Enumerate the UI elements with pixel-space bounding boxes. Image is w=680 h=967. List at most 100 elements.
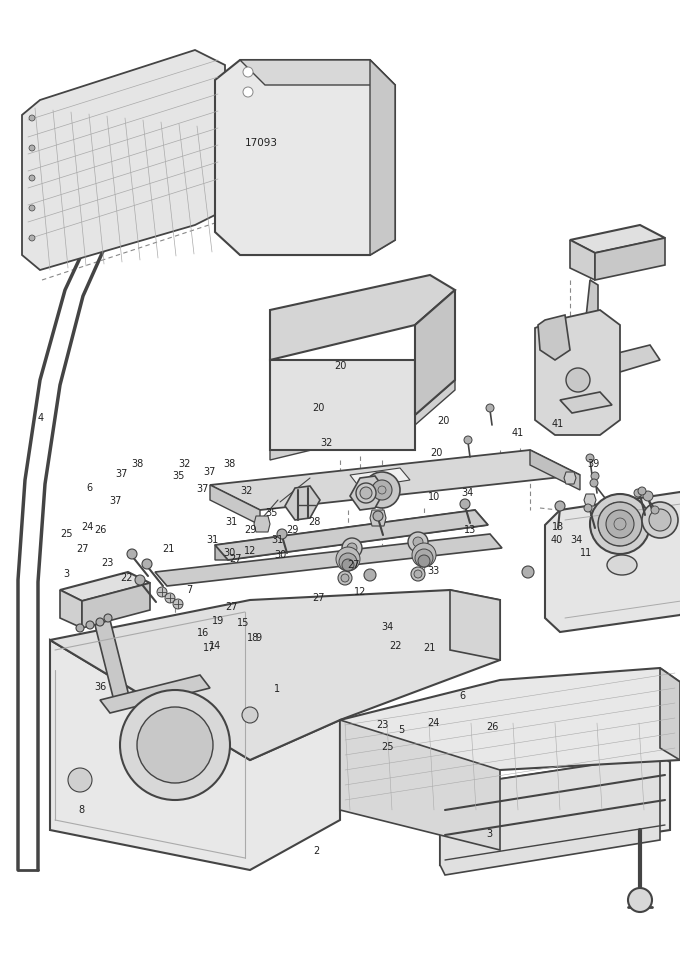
Polygon shape bbox=[50, 590, 500, 760]
Polygon shape bbox=[340, 668, 680, 810]
Polygon shape bbox=[560, 392, 612, 413]
Text: 34: 34 bbox=[381, 622, 394, 631]
Circle shape bbox=[628, 888, 652, 912]
Polygon shape bbox=[340, 720, 500, 850]
Circle shape bbox=[137, 707, 213, 783]
Circle shape bbox=[277, 529, 287, 539]
Circle shape bbox=[356, 483, 376, 503]
Polygon shape bbox=[584, 494, 596, 506]
Circle shape bbox=[598, 502, 642, 546]
Text: 28: 28 bbox=[308, 517, 320, 527]
Circle shape bbox=[339, 553, 357, 571]
Circle shape bbox=[29, 175, 35, 181]
Text: 2: 2 bbox=[313, 846, 320, 856]
Text: 15: 15 bbox=[237, 618, 250, 628]
Text: 30: 30 bbox=[274, 550, 286, 560]
Polygon shape bbox=[22, 50, 225, 270]
Circle shape bbox=[415, 549, 433, 567]
Circle shape bbox=[360, 487, 372, 499]
Text: 17: 17 bbox=[203, 643, 216, 653]
Circle shape bbox=[555, 501, 565, 511]
Circle shape bbox=[341, 574, 349, 582]
Text: 37: 37 bbox=[203, 467, 216, 477]
Polygon shape bbox=[450, 590, 500, 660]
Text: 8: 8 bbox=[78, 806, 85, 815]
Text: 20: 20 bbox=[430, 448, 443, 457]
Polygon shape bbox=[254, 516, 270, 532]
Text: 27: 27 bbox=[347, 560, 360, 570]
Text: 41: 41 bbox=[551, 419, 564, 428]
Text: 14: 14 bbox=[209, 641, 221, 651]
Text: 17093: 17093 bbox=[245, 138, 278, 148]
Circle shape bbox=[243, 67, 253, 77]
Circle shape bbox=[29, 115, 35, 121]
Text: 36: 36 bbox=[95, 682, 107, 691]
Polygon shape bbox=[610, 345, 660, 372]
Circle shape bbox=[649, 509, 671, 531]
Text: 33: 33 bbox=[428, 566, 440, 575]
Circle shape bbox=[86, 621, 94, 629]
Polygon shape bbox=[210, 485, 260, 525]
Text: 3: 3 bbox=[486, 829, 493, 838]
Text: 21: 21 bbox=[163, 544, 175, 554]
Circle shape bbox=[378, 486, 386, 494]
Circle shape bbox=[135, 575, 145, 585]
Text: 12: 12 bbox=[244, 546, 256, 556]
Circle shape bbox=[347, 543, 357, 553]
Polygon shape bbox=[82, 583, 150, 628]
Circle shape bbox=[412, 543, 436, 567]
Polygon shape bbox=[50, 640, 340, 870]
Text: 32: 32 bbox=[320, 438, 333, 448]
Circle shape bbox=[651, 506, 659, 514]
Text: 30: 30 bbox=[224, 548, 236, 558]
Text: 19: 19 bbox=[211, 616, 224, 626]
Circle shape bbox=[173, 599, 183, 609]
Circle shape bbox=[408, 532, 428, 552]
Text: 18: 18 bbox=[247, 633, 259, 643]
Text: 29: 29 bbox=[244, 525, 256, 535]
Text: 16: 16 bbox=[197, 629, 209, 638]
Circle shape bbox=[364, 472, 400, 508]
Text: 1: 1 bbox=[274, 684, 281, 693]
Polygon shape bbox=[660, 668, 680, 760]
Polygon shape bbox=[60, 590, 82, 628]
Text: 22: 22 bbox=[120, 573, 133, 583]
Polygon shape bbox=[570, 225, 665, 253]
Text: 34: 34 bbox=[571, 535, 583, 544]
Circle shape bbox=[418, 555, 430, 567]
Text: 20: 20 bbox=[437, 416, 449, 425]
Text: 6: 6 bbox=[86, 484, 93, 493]
Circle shape bbox=[522, 566, 534, 578]
Circle shape bbox=[76, 624, 84, 632]
Polygon shape bbox=[370, 510, 386, 526]
Text: 27: 27 bbox=[229, 554, 241, 564]
Text: 6: 6 bbox=[459, 691, 466, 701]
Polygon shape bbox=[570, 240, 595, 280]
Polygon shape bbox=[538, 315, 570, 360]
Polygon shape bbox=[215, 510, 488, 560]
Text: 31: 31 bbox=[271, 535, 284, 544]
Circle shape bbox=[29, 205, 35, 211]
Polygon shape bbox=[350, 468, 410, 488]
Text: 26: 26 bbox=[486, 722, 498, 732]
Polygon shape bbox=[270, 380, 455, 460]
Circle shape bbox=[460, 499, 470, 509]
Circle shape bbox=[638, 487, 646, 495]
Circle shape bbox=[243, 87, 253, 97]
Text: 22: 22 bbox=[390, 641, 402, 651]
Circle shape bbox=[614, 518, 626, 530]
Text: 24: 24 bbox=[81, 522, 93, 532]
Circle shape bbox=[336, 547, 360, 571]
Text: 31: 31 bbox=[225, 517, 237, 527]
Polygon shape bbox=[545, 492, 680, 632]
Circle shape bbox=[591, 472, 599, 480]
Polygon shape bbox=[155, 534, 502, 586]
Circle shape bbox=[584, 504, 592, 512]
Text: 21: 21 bbox=[424, 643, 436, 653]
Circle shape bbox=[586, 454, 594, 462]
Text: 5: 5 bbox=[398, 725, 405, 735]
Text: 38: 38 bbox=[131, 459, 143, 469]
Circle shape bbox=[120, 690, 230, 800]
Circle shape bbox=[372, 480, 392, 500]
Circle shape bbox=[566, 368, 590, 392]
